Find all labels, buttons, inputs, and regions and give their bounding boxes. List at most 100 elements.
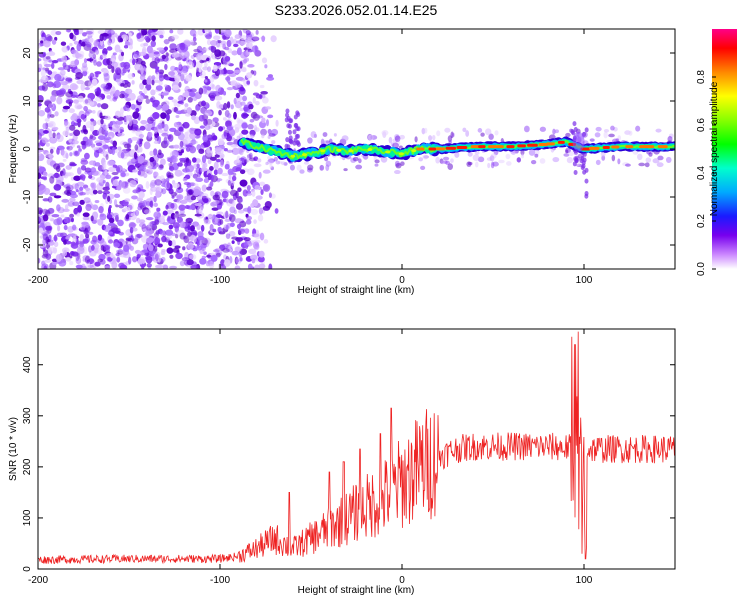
noise-speck	[213, 35, 221, 41]
streak-speck	[285, 137, 290, 143]
colorbar-gradient	[712, 29, 737, 269]
track-halo-speck	[239, 148, 244, 156]
noise-speck	[229, 214, 236, 223]
noise-speck	[38, 43, 41, 49]
noise-speck	[38, 110, 46, 117]
noise-speck	[144, 35, 150, 41]
noise-speck	[89, 72, 95, 78]
track-halo-speck	[465, 130, 470, 137]
noise-speck	[63, 189, 70, 195]
track-halo-speck	[480, 132, 485, 137]
noise-speck	[107, 160, 116, 167]
streak-speck	[584, 127, 589, 133]
noise-speck	[240, 35, 247, 41]
noise-speck	[165, 229, 174, 236]
track-halo-speck	[656, 162, 664, 168]
noise-speck	[225, 120, 232, 128]
noise-speck	[226, 69, 234, 75]
noise-speck	[187, 254, 195, 259]
noise-speck	[113, 92, 118, 97]
noise-speck	[198, 114, 205, 122]
noise-speck	[199, 125, 206, 129]
noise-speck	[63, 249, 68, 257]
noise-speck	[83, 246, 88, 255]
spectrogram-y-label: Frequency (Hz)	[8, 115, 19, 184]
noise-speck	[195, 106, 200, 112]
noise-speck	[207, 159, 212, 165]
noise-speck	[141, 263, 145, 269]
noise-speck	[119, 126, 124, 132]
noise-speck	[234, 127, 240, 133]
noise-speck	[113, 242, 120, 248]
noise-speck	[226, 149, 234, 153]
noise-speck	[97, 218, 104, 226]
noise-speck	[227, 179, 232, 186]
noise-speck	[260, 36, 266, 40]
signal-mid-peak	[367, 148, 373, 152]
noise-speck	[46, 77, 53, 81]
track-halo-speck	[615, 138, 620, 142]
noise-speck	[146, 162, 154, 169]
track-halo-speck	[552, 128, 556, 135]
noise-speck	[111, 65, 115, 74]
signal-mid-peak	[348, 149, 354, 153]
noise-speck	[47, 247, 52, 254]
streak-speck	[295, 140, 300, 146]
noise-speck	[225, 198, 229, 204]
noise-speck	[79, 192, 87, 196]
noise-speck	[108, 217, 115, 224]
noise-speck	[132, 111, 140, 119]
noise-speck	[38, 150, 42, 157]
track-halo-speck	[638, 162, 646, 167]
noise-speck	[155, 253, 159, 261]
noise-speck	[153, 211, 161, 219]
noise-speck	[61, 55, 68, 63]
noise-speck	[239, 198, 244, 203]
noise-speck	[182, 92, 187, 98]
noise-speck	[73, 129, 81, 137]
track-halo-speck	[307, 137, 313, 144]
streak-speck	[579, 158, 584, 164]
noise-speck	[160, 175, 165, 182]
noise-speck	[154, 216, 159, 225]
noise-speck	[148, 244, 154, 252]
noise-speck	[206, 39, 212, 46]
noise-speck	[211, 84, 216, 90]
noise-speck	[129, 180, 137, 188]
noise-speck	[72, 140, 79, 145]
noise-speck	[186, 61, 195, 69]
signal-peak	[495, 145, 504, 149]
track-halo-speck	[528, 149, 536, 156]
noise-speck	[260, 90, 268, 95]
noise-speck	[218, 109, 222, 116]
streak-speck	[288, 138, 293, 144]
noise-speck	[229, 36, 234, 45]
noise-speck	[146, 263, 152, 268]
noise-speck	[81, 41, 86, 47]
noise-speck	[85, 109, 93, 114]
noise-speck	[166, 181, 170, 189]
noise-speck	[215, 62, 221, 66]
noise-speck	[179, 260, 185, 267]
noise-speck	[90, 215, 94, 222]
noise-speck	[151, 79, 155, 86]
noise-speck	[158, 74, 164, 82]
noise-speck	[136, 253, 142, 258]
track-halo-speck	[328, 138, 333, 144]
noise-speck	[213, 169, 218, 176]
noise-speck	[103, 69, 109, 74]
noise-speck	[201, 155, 207, 164]
track-halo-speck	[488, 133, 494, 140]
noise-speck	[73, 40, 79, 45]
noise-speck	[120, 83, 125, 87]
noise-speck	[143, 87, 148, 95]
noise-speck	[107, 222, 116, 227]
noise-speck	[262, 169, 271, 174]
noise-speck	[113, 176, 120, 180]
noise-speck	[194, 128, 202, 136]
noise-speck	[135, 217, 141, 224]
noise-speck	[132, 227, 138, 232]
colorbar-tick-label: 0.0	[696, 262, 707, 276]
track-halo-speck	[310, 131, 317, 138]
